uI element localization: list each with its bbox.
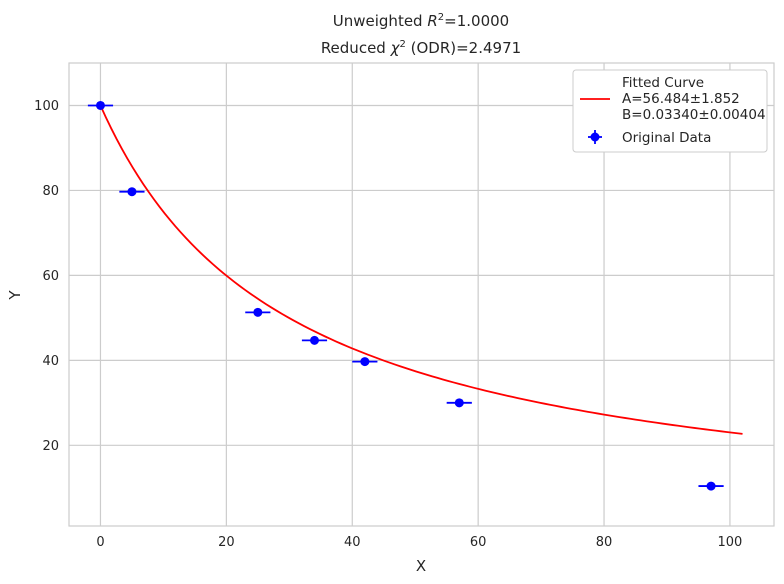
legend-box bbox=[572, 69, 768, 153]
x-tick-label: 100 bbox=[718, 535, 743, 550]
x-tick-label: 80 bbox=[596, 535, 613, 550]
y-tick-label: 60 bbox=[42, 269, 59, 284]
y-axis-label: Y bbox=[6, 290, 24, 301]
x-tick-labels: 0 20 40 60 80 100 bbox=[96, 535, 742, 550]
x-tick-label: 0 bbox=[96, 535, 104, 550]
legend-data-marker bbox=[590, 132, 600, 142]
data-point bbox=[309, 335, 319, 345]
data-point bbox=[127, 187, 137, 197]
data-point bbox=[360, 357, 370, 367]
fitted-curve-layer bbox=[99, 105, 743, 435]
legend-data-label: Original Data bbox=[622, 130, 711, 146]
chart-title-line2: Reduced χ2 (ODR)=2.4971 bbox=[321, 39, 521, 57]
legend-fit-line2: A=56.484±1.852 bbox=[622, 91, 740, 107]
fitted-curve-line bbox=[99, 105, 743, 435]
x-tick-label: 60 bbox=[470, 535, 487, 550]
plot-frame bbox=[68, 62, 775, 527]
data-points-layer bbox=[87, 100, 724, 491]
chart-title-line1: Unweighted R2=1.0000 bbox=[333, 12, 509, 30]
data-point bbox=[706, 481, 716, 491]
y-tick-labels: 20 40 60 80 100 bbox=[34, 99, 59, 454]
legend-fit-line1: Fitted Curve bbox=[622, 75, 704, 91]
data-point bbox=[454, 398, 464, 408]
x-axis-label: X bbox=[416, 557, 426, 575]
legend-fit-line3: B=0.03340±0.00404 bbox=[622, 107, 766, 123]
data-point bbox=[95, 100, 105, 110]
x-tick-label: 40 bbox=[344, 535, 361, 550]
y-tick-label: 80 bbox=[42, 184, 59, 199]
y-tick-label: 20 bbox=[42, 439, 59, 454]
x-tick-label: 20 bbox=[218, 535, 235, 550]
data-point bbox=[253, 307, 263, 317]
y-tick-label: 100 bbox=[34, 99, 59, 114]
legend: Fitted Curve A=56.484±1.852 B=0.03340±0.… bbox=[572, 69, 768, 153]
y-tick-label: 40 bbox=[42, 354, 59, 369]
